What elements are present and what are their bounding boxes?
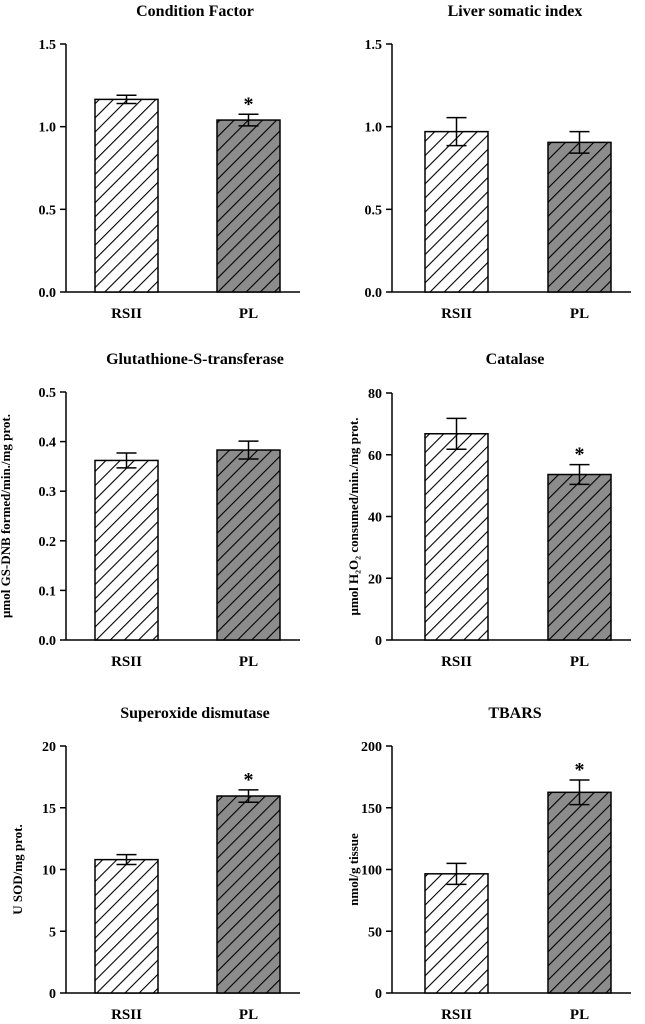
y-tick-label: 50: [368, 925, 382, 940]
chart-superoxide-dismutase: Superoxide dismutase U SOD/mg prot. 0 5 10 15…: [10, 705, 300, 1023]
bar-rsii: [94, 459, 159, 641]
y-tick-label: 0.0: [39, 286, 57, 301]
bar-pl: [216, 795, 281, 994]
bar-pl: [547, 791, 612, 994]
chart-title: Glutathione-S-transferase: [106, 351, 284, 368]
y-tick-label: 40: [368, 511, 382, 526]
chart-title: Superoxide dismutase: [120, 705, 270, 722]
bar-pl: [547, 141, 612, 293]
x-tick-label: PL: [239, 654, 258, 670]
y-tick-label: 0: [375, 987, 382, 1002]
bar-rsii: [424, 433, 489, 641]
x-tick-label: RSII: [441, 1007, 472, 1023]
bar-rsii: [424, 130, 489, 293]
y-tick-label: 0.2: [39, 535, 57, 550]
bar-pl: [547, 473, 612, 641]
significance-marker: *: [575, 759, 585, 781]
y-tick-label: 1.0: [365, 121, 383, 136]
chart-title: TBARS: [488, 705, 541, 722]
x-tick-label: PL: [570, 1007, 589, 1023]
y-tick-label: 0.5: [365, 203, 383, 218]
bar-pl: [216, 449, 281, 641]
y-tick-label: 10: [42, 864, 56, 879]
y-tick-label: 0.5: [39, 203, 57, 218]
bar-rsii: [94, 858, 159, 994]
chart-liver-somatic-index: Liver somatic index 0.0 0.5 1.0 1.5 RSII PL: [365, 3, 631, 322]
x-tick-label: PL: [239, 1007, 258, 1023]
y-tick-label: 200: [361, 740, 382, 755]
y-tick-label: 5: [49, 925, 56, 940]
chart-title: Catalase: [486, 351, 545, 368]
y-tick-label: 1.5: [39, 38, 57, 53]
chart-title: Condition Factor: [136, 3, 254, 20]
significance-marker: *: [575, 444, 585, 466]
x-tick-label: PL: [570, 654, 589, 670]
chart-catalase: Catalase μmol H₂O₂ consumed/min./mg prot.…: [346, 351, 631, 670]
x-tick-label: RSII: [111, 654, 142, 670]
chart-title: Liver somatic index: [448, 3, 583, 20]
significance-marker: *: [244, 93, 254, 115]
y-tick-label: 60: [368, 449, 382, 464]
y-tick-label: 1.0: [39, 121, 57, 136]
y-tick-label: 0.3: [39, 485, 57, 500]
y-tick-label: 0.1: [39, 584, 57, 599]
significance-marker: *: [244, 769, 254, 791]
x-tick-label: RSII: [111, 1007, 142, 1023]
y-tick-label: 80: [368, 387, 382, 402]
y-tick-label: 0: [375, 634, 382, 649]
x-tick-label: RSII: [111, 306, 142, 322]
y-axis-label: nmol/g tissue: [346, 833, 361, 906]
y-tick-label: 0.4: [39, 436, 57, 451]
y-tick-label: 100: [361, 864, 382, 879]
y-tick-label: 15: [42, 802, 56, 817]
y-tick-label: 0.0: [39, 634, 57, 649]
x-tick-label: PL: [570, 306, 589, 322]
x-tick-label: PL: [239, 306, 258, 322]
chart-glutathione-s-transferase: Glutathione-S-transferase μmol GS-DNB for…: [0, 351, 300, 670]
y-tick-label: 0.5: [39, 386, 57, 401]
y-axis-label: μmol H₂O₂ consumed/min./mg prot.: [346, 417, 361, 615]
y-tick-label: 20: [42, 740, 56, 755]
bar-rsii: [94, 98, 159, 293]
y-tick-label: 20: [368, 572, 382, 587]
bar-rsii: [424, 873, 489, 994]
y-tick-label: 0.0: [365, 286, 383, 301]
x-tick-label: RSII: [441, 654, 472, 670]
chart-condition-factor: Condition Factor 0.0 0.5 1.0 1.5 RSII * PL: [39, 3, 300, 322]
y-tick-label: 0: [49, 987, 56, 1002]
chart-tbars: TBARS nmol/g tissue 0 50 100 150 200 RSII * PL: [346, 705, 631, 1023]
y-tick-label: 150: [361, 802, 382, 817]
y-tick-label: 1.5: [365, 38, 383, 53]
y-axis-label: U SOD/mg prot.: [10, 824, 25, 914]
x-tick-label: RSII: [441, 306, 472, 322]
bar-pl: [216, 119, 281, 293]
y-axis-label: μmol GS-DNB formed/min./mg prot.: [0, 414, 13, 618]
